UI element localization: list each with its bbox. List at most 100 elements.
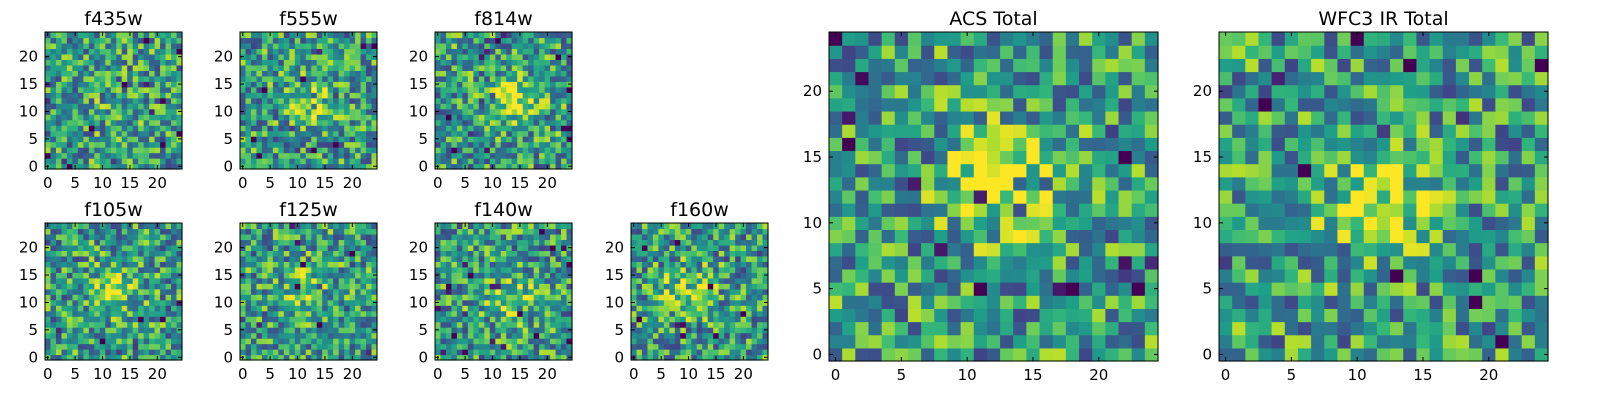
heatmap-cell bbox=[511, 228, 518, 235]
heatmap-cell bbox=[72, 103, 79, 110]
heatmap-cell bbox=[636, 277, 643, 284]
heatmap-cell bbox=[451, 136, 458, 143]
heatmap-cell bbox=[517, 48, 524, 55]
heatmap-cell bbox=[344, 64, 351, 71]
y-tick-label: 10 bbox=[409, 293, 428, 311]
heatmap-cell bbox=[652, 349, 659, 356]
heatmap-cell bbox=[121, 75, 128, 82]
heatmap-cell bbox=[138, 48, 145, 55]
heatmap-cell bbox=[116, 343, 123, 350]
heatmap-cell bbox=[355, 75, 362, 82]
heatmap-cell bbox=[484, 70, 491, 77]
heatmap-cell bbox=[960, 268, 975, 283]
heatmap-cell bbox=[986, 229, 1001, 244]
heatmap-cell bbox=[868, 255, 883, 270]
heatmap-cell bbox=[132, 86, 139, 93]
heatmap-cell bbox=[121, 349, 128, 356]
heatmap-cell bbox=[544, 70, 551, 77]
heatmap-cell bbox=[371, 261, 378, 268]
heatmap-cell bbox=[50, 277, 57, 284]
heatmap-cell bbox=[561, 114, 568, 121]
heatmap-cell bbox=[522, 147, 529, 154]
heatmap-cell bbox=[127, 64, 134, 71]
heatmap-cell bbox=[544, 233, 551, 241]
heatmap-cell bbox=[160, 255, 167, 262]
heatmap-cell bbox=[138, 332, 145, 339]
heatmap-cell bbox=[300, 114, 307, 121]
heatmap-cell bbox=[685, 294, 692, 301]
heatmap-cell bbox=[327, 97, 334, 104]
heatmap-cell bbox=[245, 125, 252, 132]
heatmap-cell bbox=[110, 233, 117, 241]
heatmap-cell bbox=[544, 277, 551, 284]
heatmap-cell bbox=[333, 354, 340, 361]
heatmap-cell bbox=[960, 282, 975, 296]
heatmap-cell bbox=[143, 136, 150, 143]
heatmap-cell bbox=[1144, 334, 1159, 349]
heatmap-cell bbox=[165, 163, 172, 170]
heatmap-cell bbox=[1092, 282, 1106, 296]
heatmap-cell bbox=[272, 152, 279, 159]
heatmap-cell bbox=[1144, 295, 1159, 309]
heatmap-cell bbox=[72, 343, 79, 350]
heatmap-cell bbox=[355, 277, 362, 284]
heatmap-cell bbox=[154, 103, 161, 110]
heatmap-cell bbox=[473, 37, 480, 44]
heatmap-cell bbox=[762, 343, 769, 350]
heatmap-cell bbox=[50, 332, 57, 339]
heatmap-cell bbox=[138, 255, 145, 262]
heatmap-cell bbox=[327, 244, 334, 251]
heatmap-cell bbox=[160, 349, 167, 356]
heatmap-cell bbox=[154, 261, 161, 268]
heatmap-cell bbox=[278, 64, 285, 71]
heatmap-cell bbox=[934, 321, 949, 336]
heatmap-cell bbox=[713, 299, 720, 306]
heatmap-cell bbox=[456, 114, 463, 121]
heatmap-cell bbox=[240, 228, 247, 235]
heatmap-cell bbox=[245, 103, 252, 110]
heatmap-cell bbox=[245, 288, 252, 295]
heatmap-cell bbox=[550, 163, 557, 170]
heatmap-cell bbox=[484, 158, 491, 165]
heatmap-cell bbox=[829, 334, 843, 349]
heatmap-cell bbox=[338, 152, 345, 159]
heatmap-cell bbox=[456, 125, 463, 132]
heatmap-cell bbox=[550, 332, 557, 339]
heatmap-cell bbox=[272, 64, 279, 71]
heatmap-cell bbox=[127, 158, 134, 165]
heatmap-cell bbox=[735, 239, 742, 246]
heatmap-cell bbox=[289, 288, 296, 295]
heatmap-cell bbox=[143, 316, 150, 323]
heatmap-cell bbox=[316, 250, 323, 257]
heatmap-cell bbox=[66, 239, 73, 246]
heatmap-cell bbox=[868, 163, 883, 178]
heatmap-cell bbox=[300, 338, 307, 345]
heatmap-cell bbox=[50, 305, 57, 312]
heatmap-cell bbox=[160, 288, 167, 295]
heatmap-cell bbox=[484, 42, 491, 50]
heatmap-cell bbox=[116, 37, 123, 44]
heatmap-cell bbox=[333, 103, 340, 110]
heatmap-cell bbox=[77, 152, 84, 159]
heatmap-cell bbox=[652, 310, 659, 317]
heatmap-cell bbox=[110, 103, 117, 110]
heatmap-cell bbox=[311, 37, 318, 44]
heatmap-cell bbox=[127, 59, 134, 66]
heatmap-cell bbox=[311, 305, 318, 312]
heatmap-cell bbox=[1000, 216, 1014, 230]
heatmap-cell bbox=[473, 299, 480, 306]
heatmap-cell bbox=[740, 250, 747, 257]
heatmap-cell bbox=[674, 239, 681, 246]
heatmap-cell bbox=[489, 152, 496, 159]
heatmap-cell bbox=[489, 310, 496, 317]
heatmap-cell bbox=[121, 86, 128, 93]
y-tick-label: 20 bbox=[409, 48, 428, 66]
heatmap-cell bbox=[829, 189, 843, 204]
heatmap-cell bbox=[327, 233, 334, 241]
heatmap-cell bbox=[267, 338, 274, 345]
heatmap-cell bbox=[250, 316, 258, 323]
heatmap-cell bbox=[110, 147, 117, 154]
heatmap-cell bbox=[511, 92, 518, 99]
heatmap-cell bbox=[484, 48, 491, 55]
heatmap-cell bbox=[561, 343, 568, 350]
